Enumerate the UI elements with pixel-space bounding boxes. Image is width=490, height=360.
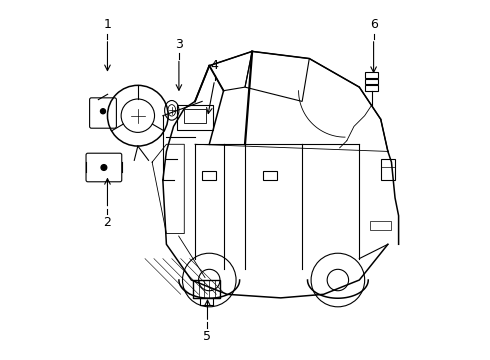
Circle shape — [101, 165, 107, 170]
Bar — [366, 79, 378, 84]
Bar — [193, 280, 220, 298]
Text: 6: 6 — [369, 18, 377, 31]
Bar — [177, 105, 213, 130]
Bar — [366, 85, 378, 91]
Text: 2: 2 — [103, 216, 111, 229]
Circle shape — [100, 109, 105, 114]
Bar — [381, 158, 395, 180]
Bar — [370, 221, 392, 230]
Bar — [184, 109, 206, 123]
Text: 5: 5 — [203, 330, 212, 343]
Bar — [263, 171, 277, 180]
Text: 1: 1 — [103, 18, 111, 31]
Bar — [366, 72, 378, 78]
Bar — [202, 171, 217, 180]
Text: 3: 3 — [175, 38, 183, 51]
Text: 4: 4 — [211, 59, 219, 72]
